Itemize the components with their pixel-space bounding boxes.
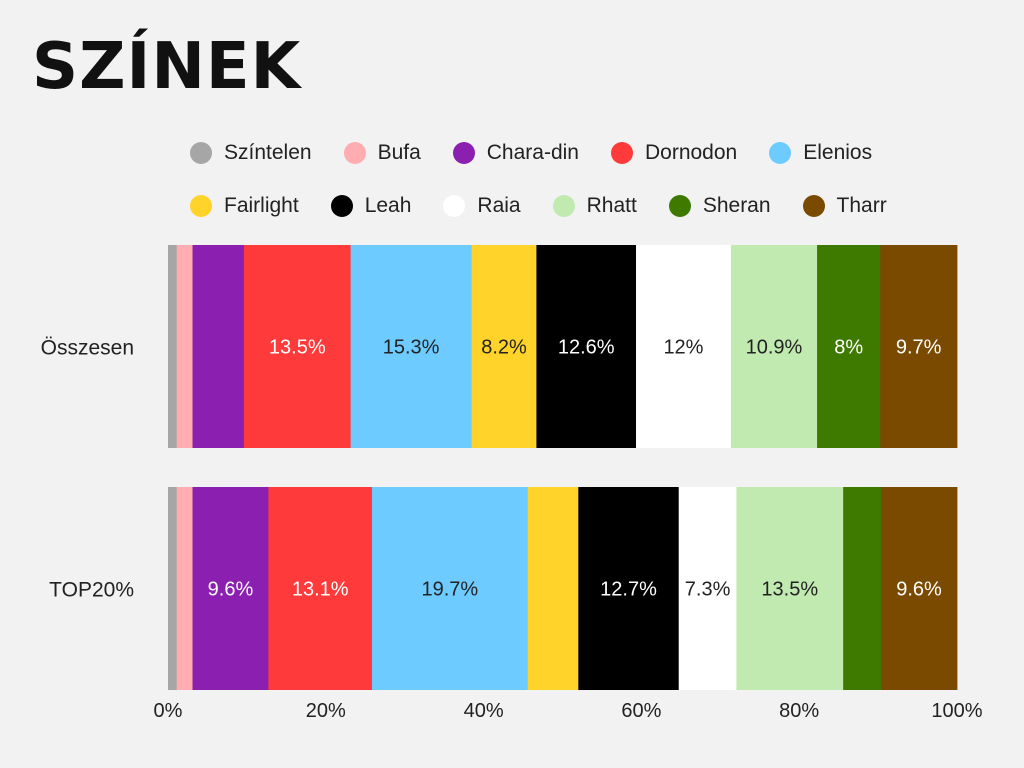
legend-swatch — [452, 142, 475, 164]
bar-segment-fairlight — [527, 487, 579, 690]
bar-segment-raia — [636, 245, 732, 448]
data-label: 7.3% — [685, 579, 731, 601]
legend: Színtelen Bufa Chara-din Dornodon Elenios Fai… — [190, 138, 990, 244]
category-label: Összesen — [41, 337, 134, 360]
bar-segment-dornodon — [268, 487, 373, 690]
bar-segment-sheran — [817, 245, 881, 448]
legend-item-leah: Leah — [330, 194, 412, 218]
x-tick-label: 40% — [464, 700, 504, 722]
data-label: 12.6% — [558, 337, 615, 359]
legend-label: Elenios — [803, 141, 873, 164]
legend-item-raia: Raia — [443, 194, 521, 218]
legend-label: Raia — [477, 194, 521, 217]
bar-segment-raia — [678, 487, 737, 690]
bar-segment-chara-din — [192, 487, 269, 690]
legend-label: Dornodon — [644, 141, 738, 164]
legend-swatch — [330, 195, 353, 217]
data-label: 13.1% — [292, 579, 349, 601]
bar-segment-fairlight — [471, 245, 537, 448]
legend-item-chara-din: Chara-din — [452, 141, 579, 165]
data-label: 9.6% — [208, 579, 254, 601]
bar-segment-szintelen — [168, 487, 178, 690]
legend-item-fairlight: Fairlight — [190, 194, 299, 218]
legend-label: Chara-din — [486, 141, 579, 164]
data-label: 9.7% — [896, 337, 942, 359]
x-tick-label: 80% — [779, 700, 819, 722]
data-label: 8.2% — [481, 337, 527, 359]
legend-swatch — [190, 142, 212, 164]
legend-item-rhatt: Rhatt — [552, 194, 637, 218]
bar-segment-tharr — [881, 487, 958, 690]
data-label: 9.6% — [896, 579, 942, 601]
legend-item-bufa: Bufa — [343, 141, 421, 165]
legend-label: Leah — [364, 194, 412, 217]
bar-segment-sheran — [843, 487, 882, 690]
legend-item-elenios: Elenios — [769, 141, 872, 165]
legend-label: Fairlight — [224, 194, 299, 217]
legend-swatch — [668, 195, 691, 217]
legend-label: Színtelen — [224, 141, 312, 164]
legend-label: Sheran — [702, 194, 771, 217]
x-tick-label: 0% — [154, 700, 183, 722]
category-label: TOP20% — [49, 579, 134, 602]
x-tick-label: 20% — [306, 700, 346, 722]
x-tick-label: 60% — [621, 700, 661, 722]
x-tick-label: 100% — [931, 700, 982, 722]
legend-swatch — [343, 142, 366, 164]
legend-swatch — [769, 142, 792, 164]
bar-segment-leah — [536, 245, 637, 448]
bar-segment-tharr — [880, 245, 958, 448]
data-label: 13.5% — [761, 579, 818, 601]
bar-segment-rhatt — [736, 487, 844, 690]
bar-segment-bufa — [176, 487, 193, 690]
legend-swatch — [552, 195, 575, 217]
bar-segment-szintelen — [168, 245, 178, 448]
data-label: 12.7% — [600, 579, 657, 601]
bar-segment-elenios — [371, 487, 529, 690]
legend-label: Rhatt — [586, 194, 637, 217]
bar-segment-elenios — [350, 245, 472, 448]
legend-swatch — [802, 195, 825, 217]
bar-segment-leah — [578, 487, 680, 690]
legend-swatch — [190, 195, 212, 217]
data-label: 10.9% — [746, 337, 803, 359]
bar-segment-bufa — [176, 245, 193, 448]
legend-item-sheran: Sheran — [668, 194, 771, 218]
data-label: 15.3% — [383, 337, 440, 359]
data-label: 12% — [663, 337, 703, 359]
bar-segment-dornodon — [243, 245, 352, 448]
chart-title: SZÍNEK — [32, 30, 302, 104]
legend-item-szintelen: Színtelen — [190, 141, 312, 165]
legend-item-dornodon: Dornodon — [610, 141, 738, 165]
bar-segment-rhatt — [730, 245, 818, 448]
data-label: 8% — [834, 337, 863, 359]
bar-segment-chara-din — [192, 245, 245, 448]
data-label: 19.7% — [421, 579, 478, 601]
legend-label: Bufa — [377, 141, 421, 164]
data-label: 13.5% — [269, 337, 326, 359]
legend-row: Fairlight Leah Raia Rhatt Sheran Tharr — [190, 191, 990, 221]
legend-label: Tharr — [836, 194, 887, 217]
legend-item-tharr: Tharr — [802, 194, 887, 218]
legend-swatch — [610, 142, 633, 164]
legend-row: Színtelen Bufa Chara-din Dornodon Elenios — [190, 138, 990, 168]
legend-swatch — [443, 195, 466, 217]
